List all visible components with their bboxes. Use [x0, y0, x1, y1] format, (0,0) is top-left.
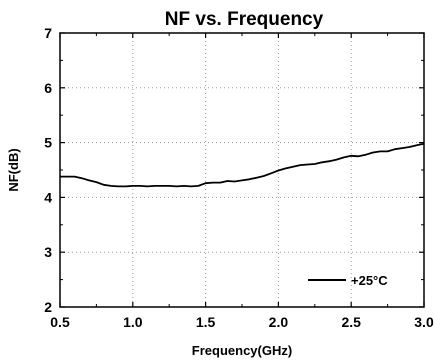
- y-tick-label: 5: [44, 135, 52, 151]
- x-tick-label: 2.5: [341, 314, 361, 330]
- y-axis-label: NF(dB): [6, 148, 21, 191]
- x-axis-label: Frequency(GHz): [192, 343, 292, 358]
- axis-ticks: 0.5 1.0 1.5 2.0 2.5 3.0 2 3 4 5 6 7: [44, 25, 434, 330]
- y-tick-label: 6: [44, 80, 52, 96]
- x-tick-label: 1.5: [196, 314, 216, 330]
- plot-area-frame: [59, 32, 425, 308]
- y-tick-label: 2: [44, 299, 52, 315]
- y-tick-label: 4: [44, 189, 52, 205]
- x-tick-label: 0.5: [50, 314, 70, 330]
- y-tick-label: 3: [44, 244, 52, 260]
- x-tick-label: 2.0: [269, 314, 289, 330]
- legend-label: +25°C: [351, 273, 388, 288]
- y-tick-label: 7: [44, 25, 52, 41]
- x-tick-label: 1.0: [123, 314, 143, 330]
- series-line: [60, 142, 425, 188]
- grid: [60, 33, 424, 307]
- legend: +25°C: [308, 273, 388, 288]
- series-group: [60, 142, 425, 188]
- x-tick-label: 3.0: [414, 314, 434, 330]
- chart-title: NF vs. Frequency: [165, 9, 324, 30]
